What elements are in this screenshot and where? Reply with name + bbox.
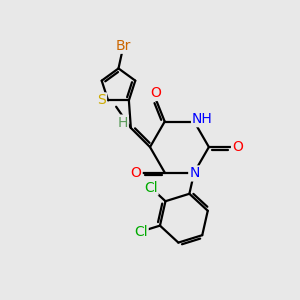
Text: Cl: Cl [144, 181, 158, 195]
Text: N: N [189, 167, 200, 180]
Text: S: S [97, 93, 106, 107]
Text: Cl: Cl [134, 225, 148, 238]
Text: H: H [117, 116, 128, 130]
Text: O: O [151, 86, 161, 100]
Text: O: O [232, 140, 243, 154]
Text: Br: Br [116, 39, 131, 53]
Text: O: O [131, 166, 142, 180]
Text: NH: NH [192, 112, 213, 126]
